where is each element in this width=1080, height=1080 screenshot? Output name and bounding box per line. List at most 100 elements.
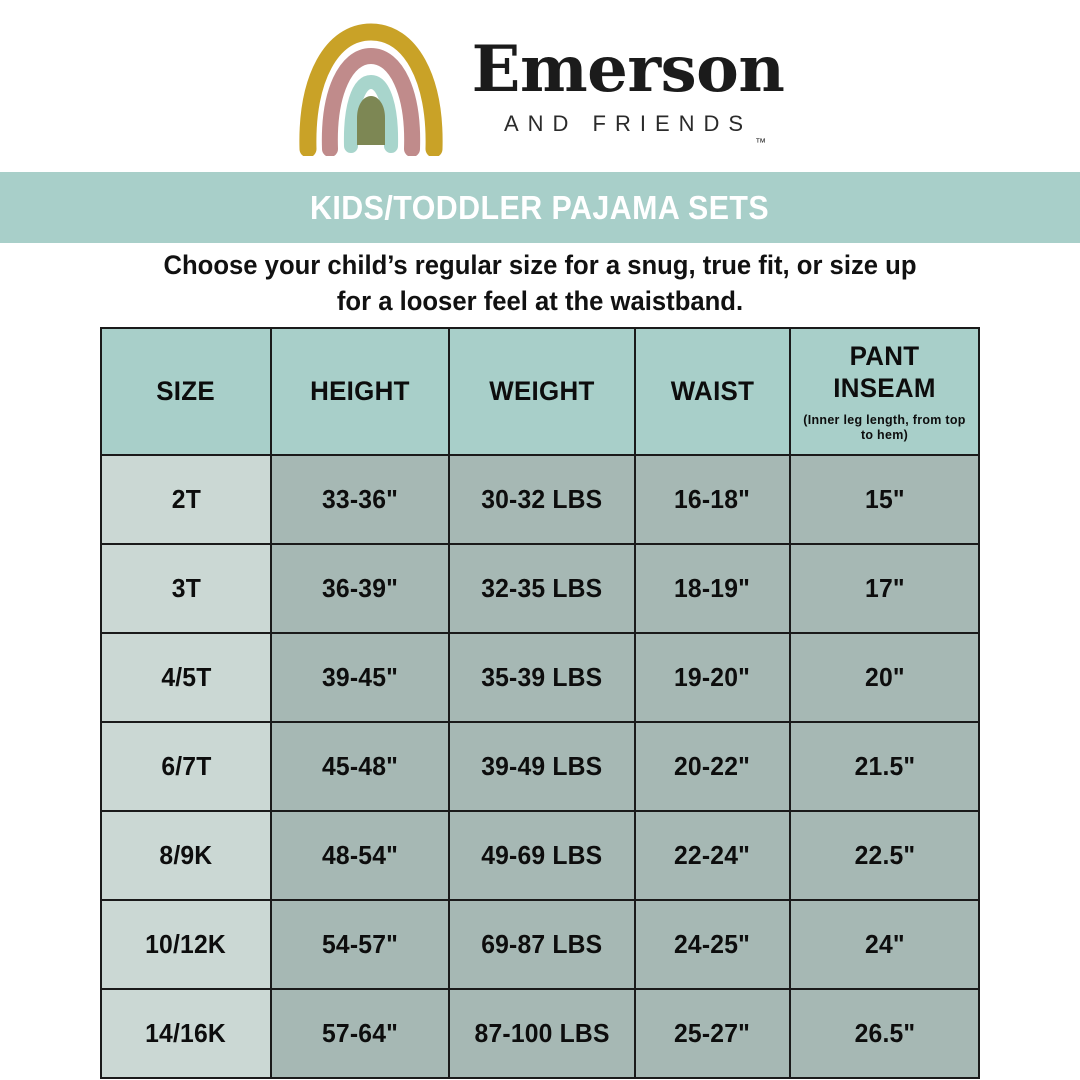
cell-height-value: 39-45" bbox=[321, 662, 399, 692]
cell-height-value: 48-54" bbox=[321, 840, 399, 870]
cell-size: 10/12K bbox=[100, 899, 272, 990]
trademark-symbol: ™ bbox=[755, 137, 767, 150]
table-row: 2T 33-36" 30-32 LBS 16-18" 15" bbox=[100, 454, 980, 545]
table-row: 14/16K 57-64" 87-100 LBS 25-27" 26.5" bbox=[100, 988, 980, 1079]
brand-tagline: AND FRIENDS bbox=[503, 111, 753, 137]
brand-name: Emerson bbox=[471, 31, 785, 107]
cell-pant-inseam: 15" bbox=[789, 454, 980, 545]
fit-instructions-line-2: for a looser feel at the waistband. bbox=[336, 285, 744, 316]
cell-pant-inseam: 20" bbox=[789, 632, 980, 723]
cell-height: 48-54" bbox=[270, 810, 450, 901]
cell-waist-value: 24-25" bbox=[674, 929, 751, 959]
cell-waist: 22-24" bbox=[634, 810, 791, 901]
table-row: 6/7T 45-48" 39-49 LBS 20-22" 21.5" bbox=[100, 721, 980, 812]
cell-height: 33-36" bbox=[270, 454, 450, 545]
cell-waist-value: 19-20" bbox=[674, 662, 751, 692]
brand-wordmark: Emerson AND FRIENDS ™ bbox=[471, 31, 785, 149]
cell-size: 2T bbox=[100, 454, 272, 545]
cell-size: 14/16K bbox=[100, 988, 272, 1079]
cell-size-value: 4/5T bbox=[160, 662, 212, 692]
cell-pant-inseam-value: 15" bbox=[864, 484, 905, 514]
table-row: 8/9K 48-54" 49-69 LBS 22-24" 22.5" bbox=[100, 810, 980, 901]
cell-pant-inseam: 21.5" bbox=[789, 721, 980, 812]
cell-waist: 18-19" bbox=[634, 543, 791, 634]
cell-height: 57-64" bbox=[270, 988, 450, 1079]
cell-waist: 19-20" bbox=[634, 632, 791, 723]
cell-pant-inseam-value: 26.5" bbox=[854, 1018, 915, 1048]
cell-weight-value: 69-87 LBS bbox=[481, 929, 603, 959]
size-chart-table: SIZE HEIGHT WEIGHT WAIST bbox=[100, 327, 980, 1079]
cell-size-value: 3T bbox=[171, 573, 201, 603]
cell-height: 45-48" bbox=[270, 721, 450, 812]
cell-height: 39-45" bbox=[270, 632, 450, 723]
cell-size: 8/9K bbox=[100, 810, 272, 901]
cell-height: 54-57" bbox=[270, 899, 450, 990]
column-header-waist: WAIST bbox=[634, 327, 791, 456]
cell-weight: 32-35 LBS bbox=[448, 543, 636, 634]
cell-size: 6/7T bbox=[100, 721, 272, 812]
cell-waist-value: 16-18" bbox=[674, 484, 751, 514]
cell-pant-inseam-value: 17" bbox=[864, 573, 905, 603]
cell-size-value: 8/9K bbox=[159, 840, 213, 870]
table-header: SIZE HEIGHT WEIGHT WAIST bbox=[100, 327, 980, 456]
cell-pant-inseam-value: 20" bbox=[864, 662, 905, 692]
table-row: 3T 36-39" 32-35 LBS 18-19" 17" bbox=[100, 543, 980, 634]
column-header-size: SIZE bbox=[100, 327, 272, 456]
cell-waist-value: 18-19" bbox=[674, 573, 751, 603]
cell-waist-value: 22-24" bbox=[674, 840, 751, 870]
cell-waist-value: 25-27" bbox=[674, 1018, 751, 1048]
cell-weight: 87-100 LBS bbox=[448, 988, 636, 1079]
column-header-waist-label: WAIST bbox=[670, 375, 755, 406]
cell-pant-inseam: 26.5" bbox=[789, 988, 980, 1079]
cell-weight-value: 87-100 LBS bbox=[474, 1018, 610, 1048]
column-header-pant-inseam-note: (Inner leg length, from top to hem) bbox=[803, 411, 966, 442]
cell-size-value: 6/7T bbox=[160, 751, 212, 781]
cell-weight-value: 35-39 LBS bbox=[481, 662, 603, 692]
column-header-height-label: HEIGHT bbox=[310, 375, 410, 406]
cell-waist: 20-22" bbox=[634, 721, 791, 812]
fit-instructions-line-1: Choose your child’s regular size for a s… bbox=[163, 250, 917, 280]
cell-height-value: 45-48" bbox=[321, 751, 399, 781]
cell-pant-inseam: 22.5" bbox=[789, 810, 980, 901]
cell-height-value: 54-57" bbox=[321, 929, 399, 959]
brand-header: Emerson AND FRIENDS ™ bbox=[0, 0, 1080, 172]
rainbow-icon bbox=[299, 23, 443, 156]
table-row: 10/12K 54-57" 69-87 LBS 24-25" 24" bbox=[100, 899, 980, 990]
cell-size-value: 14/16K bbox=[145, 1018, 227, 1048]
cell-weight: 30-32 LBS bbox=[448, 454, 636, 545]
column-header-pant-inseam: PANT INSEAM (Inner leg length, from top … bbox=[789, 327, 980, 456]
column-header-weight-label: WEIGHT bbox=[489, 375, 595, 406]
cell-size-value: 2T bbox=[171, 484, 201, 514]
cell-weight-value: 32-35 LBS bbox=[481, 573, 603, 603]
cell-height-value: 57-64" bbox=[321, 1018, 399, 1048]
cell-pant-inseam: 17" bbox=[789, 543, 980, 634]
cell-pant-inseam: 24" bbox=[789, 899, 980, 990]
cell-height-value: 33-36" bbox=[321, 484, 399, 514]
banner-title: KIDS/TODDLER PAJAMA SETS bbox=[310, 188, 770, 226]
cell-weight: 69-87 LBS bbox=[448, 899, 636, 990]
cell-height-value: 36-39" bbox=[321, 573, 399, 603]
cell-weight: 39-49 LBS bbox=[448, 721, 636, 812]
table-header-row: SIZE HEIGHT WEIGHT WAIST bbox=[100, 327, 980, 456]
cell-size-value: 10/12K bbox=[145, 929, 227, 959]
column-header-weight: WEIGHT bbox=[448, 327, 636, 456]
cell-weight-value: 39-49 LBS bbox=[481, 751, 603, 781]
cell-weight: 49-69 LBS bbox=[448, 810, 636, 901]
cell-weight: 35-39 LBS bbox=[448, 632, 636, 723]
table-row: 4/5T 39-45" 35-39 LBS 19-20" 20" bbox=[100, 632, 980, 723]
cell-waist-value: 20-22" bbox=[674, 751, 751, 781]
cell-pant-inseam-value: 24" bbox=[864, 929, 905, 959]
cell-waist: 25-27" bbox=[634, 988, 791, 1079]
cell-size: 4/5T bbox=[100, 632, 272, 723]
category-banner: KIDS/TODDLER PAJAMA SETS bbox=[0, 172, 1080, 243]
brand-tagline-wrap: AND FRIENDS ™ bbox=[503, 111, 766, 149]
cell-waist: 16-18" bbox=[634, 454, 791, 545]
cell-height: 36-39" bbox=[270, 543, 450, 634]
cell-size: 3T bbox=[100, 543, 272, 634]
cell-weight-value: 49-69 LBS bbox=[481, 840, 603, 870]
fit-instructions: Choose your child’s regular size for a s… bbox=[0, 248, 1080, 319]
cell-waist: 24-25" bbox=[634, 899, 791, 990]
cell-pant-inseam-value: 22.5" bbox=[854, 840, 915, 870]
table-body: 2T 33-36" 30-32 LBS 16-18" 15" 3T 36-39" 32-35 … bbox=[100, 454, 980, 1079]
